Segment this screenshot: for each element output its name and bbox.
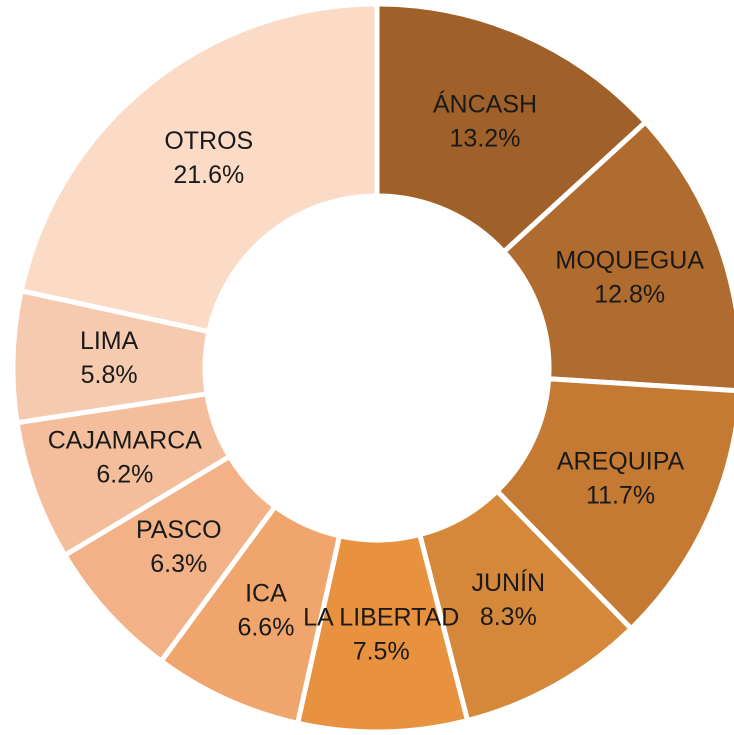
donut-slice bbox=[493, 376, 734, 633]
donut-slice bbox=[18, 1, 380, 335]
slice-value: 11.7% bbox=[586, 481, 655, 509]
slice-label: LA LIBERTAD bbox=[303, 604, 459, 632]
slice-value: 7.5% bbox=[353, 638, 410, 666]
slice-label: PASCO bbox=[136, 516, 222, 544]
slice-value: 13.2% bbox=[450, 124, 521, 152]
slice-value: 6.2% bbox=[96, 460, 153, 488]
slice-label: OTROS bbox=[164, 127, 253, 155]
slice-value: 8.3% bbox=[480, 603, 537, 631]
donut-slice bbox=[374, 1, 649, 256]
slice-label: ÁNCASH bbox=[433, 89, 537, 118]
slice-label: LIMA bbox=[80, 327, 139, 355]
slice-value: 6.6% bbox=[237, 614, 294, 642]
slice-value: 21.6% bbox=[173, 161, 244, 189]
donut-slice bbox=[500, 118, 734, 393]
slice-value: 5.8% bbox=[81, 361, 138, 389]
slice-label: AREQUIPA bbox=[557, 447, 685, 475]
slice-label: CAJAMARCA bbox=[48, 426, 203, 454]
slice-label: MOQUEGUA bbox=[555, 246, 704, 274]
slice-label: JUNÍN bbox=[472, 568, 546, 597]
slice-label: ICA bbox=[245, 580, 287, 608]
slice-value: 6.3% bbox=[150, 550, 207, 578]
slice-value: 12.8% bbox=[594, 280, 665, 308]
